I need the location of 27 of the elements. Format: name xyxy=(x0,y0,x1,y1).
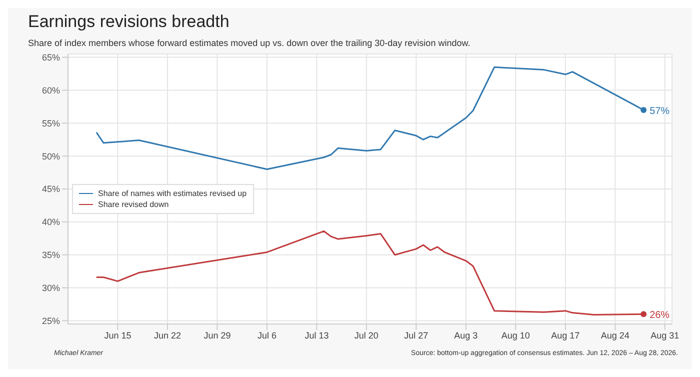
data-label: 26% xyxy=(650,310,670,322)
x-tick-label: Aug 24 xyxy=(600,330,630,340)
chart-subtitle: Share of index members whose forward estimates moved up vs. down over the trailing 30-day revision window. xyxy=(28,38,470,48)
x-tick-label: Aug 17 xyxy=(551,330,580,340)
y-tick-label: 40% xyxy=(42,217,60,228)
legend-label: Share revised down xyxy=(98,199,169,210)
x-tick-label: Jun 29 xyxy=(204,330,231,340)
x-tick-label: Jul 27 xyxy=(404,330,428,340)
y-tick-label: 60% xyxy=(42,85,60,96)
legend-label: Share of names with estimates revised up xyxy=(98,188,247,199)
x-tick-label: Aug 10 xyxy=(501,330,530,340)
data-label: 57% xyxy=(650,106,670,117)
y-tick-label: 30% xyxy=(42,282,60,293)
x-tick-label: Aug 31 xyxy=(650,330,680,340)
x-tick-label: Jun 15 xyxy=(104,330,132,340)
y-tick-label: 25% xyxy=(42,316,60,326)
y-tick-label: 50% xyxy=(42,151,60,162)
x-tick-label: Jul 20 xyxy=(354,330,378,340)
chart-title: Earnings revisions breadth xyxy=(28,12,230,31)
y-tick-label: 45% xyxy=(42,184,60,194)
x-tick-label: Jul 6 xyxy=(257,330,276,340)
y-tick-label: 65% xyxy=(42,52,60,62)
x-tick-label: Jul 13 xyxy=(304,330,329,340)
x-tick-label: Aug 3 xyxy=(454,330,478,340)
y-tick-label: 55% xyxy=(42,118,60,128)
y-tick-label: 35% xyxy=(42,250,60,260)
x-tick-label: Jun 22 xyxy=(154,330,181,340)
